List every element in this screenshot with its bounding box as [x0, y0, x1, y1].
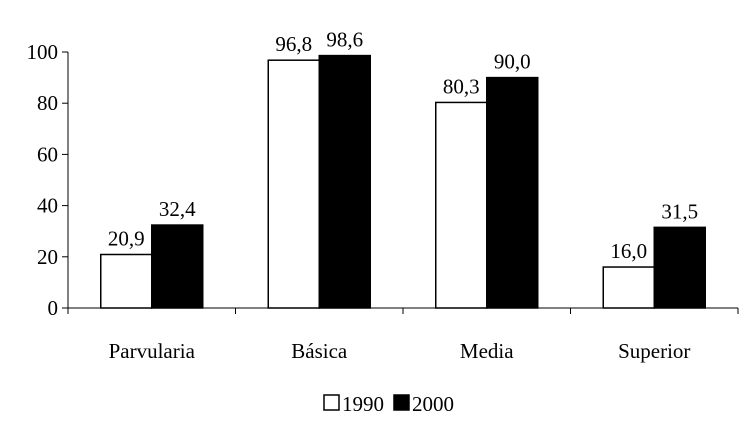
data-label: 20,9: [108, 226, 145, 250]
bar-1990-básica: [267, 59, 320, 309]
bar-2000-media: [486, 76, 539, 309]
data-label: 98,6: [326, 28, 363, 52]
data-label: 96,8: [275, 32, 312, 56]
data-label: 80,3: [443, 74, 480, 98]
data-label: 90,0: [494, 50, 531, 74]
data-label: 16,0: [610, 239, 647, 263]
legend-label: 2000: [412, 392, 454, 416]
x-category-label: Media: [460, 339, 514, 363]
y-tick-label: 100: [27, 40, 59, 64]
bar-2000-básica: [318, 54, 371, 309]
legend-label: 1990: [342, 392, 384, 416]
legend-swatch-1990: [323, 394, 340, 411]
bar-2000-superior: [653, 226, 706, 309]
legend-swatch-2000: [393, 394, 410, 411]
y-tick-label: 40: [37, 194, 58, 218]
x-category-label: Parvularia: [109, 339, 196, 363]
data-label: 32,4: [159, 197, 196, 221]
x-category-label: Básica: [291, 339, 348, 363]
y-tick-label: 80: [37, 91, 58, 115]
y-tick-label: 60: [37, 142, 58, 166]
y-tick-label: 20: [37, 245, 58, 269]
bar-2000-parvularia: [151, 224, 204, 309]
bar-1990-media: [435, 101, 488, 309]
bar-1990-superior: [602, 266, 655, 309]
x-category-label: Superior: [618, 339, 690, 363]
y-tick-label: 0: [48, 296, 59, 320]
data-label: 31,5: [661, 199, 698, 223]
bar-1990-parvularia: [100, 253, 153, 309]
